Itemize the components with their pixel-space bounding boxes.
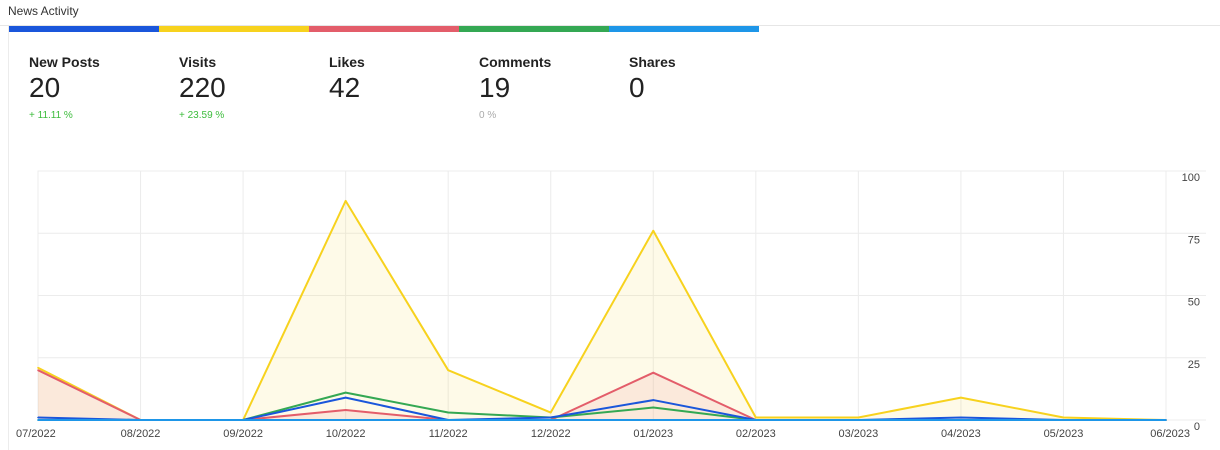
data-point-visits <box>549 411 552 414</box>
stat-label: New Posts <box>29 54 100 70</box>
data-point-comments <box>652 406 655 409</box>
data-point-new_posts <box>37 416 39 419</box>
data-point-shares <box>755 419 757 421</box>
page-title: News Activity <box>8 4 79 18</box>
stat-change: 0 % <box>479 110 497 121</box>
x-tick-label: 02/2023 <box>736 428 776 440</box>
x-tick-label: 06/2023 <box>1150 428 1190 440</box>
data-point-shares <box>242 419 244 421</box>
stat-label: Shares <box>629 54 676 70</box>
x-tick-label: 12/2022 <box>531 428 571 440</box>
data-point-new_posts <box>960 416 962 419</box>
data-point-visits <box>1062 416 1065 419</box>
data-point-likes <box>37 369 39 372</box>
x-tick-label: 09/2022 <box>223 428 263 440</box>
data-point-shares <box>857 419 860 421</box>
stat-value: 220 <box>179 72 226 103</box>
x-tick-label: 04/2023 <box>941 428 981 440</box>
stat-label: Visits <box>179 54 217 70</box>
data-point-new_posts <box>344 396 347 399</box>
data-point-shares <box>37 419 39 421</box>
stat-change: + 11.11 % <box>29 110 73 121</box>
data-point-shares <box>1165 419 1167 421</box>
data-point-visits <box>755 416 757 419</box>
data-point-new_posts <box>549 416 552 419</box>
data-point-shares <box>1062 419 1065 421</box>
x-tick-label: 08/2022 <box>121 428 161 440</box>
stat-new-posts[interactable]: New Posts 20 + 11.11 % <box>29 54 179 121</box>
y-tick-label: 50 <box>1188 297 1200 309</box>
x-tick-label: 10/2022 <box>326 428 366 440</box>
x-tick-label: 05/2023 <box>1044 428 1084 440</box>
stat-likes[interactable]: Likes 42 <box>329 54 479 110</box>
data-point-shares <box>139 419 142 421</box>
color-strip-likes <box>309 26 459 32</box>
data-point-new_posts <box>652 399 655 401</box>
data-point-likes <box>652 371 655 374</box>
x-tick-label: 07/2022 <box>16 428 56 440</box>
color-strip-visits <box>159 26 309 32</box>
data-point-visits <box>344 200 347 202</box>
data-point-comments <box>447 411 449 414</box>
data-point-shares <box>652 419 655 421</box>
y-tick-label: 0 <box>1194 421 1200 433</box>
y-tick-label: 75 <box>1188 234 1200 246</box>
stat-shares[interactable]: Shares 0 <box>629 54 779 110</box>
data-point-visits <box>37 366 39 369</box>
stat-value: 20 <box>29 72 61 103</box>
data-point-shares <box>344 419 347 421</box>
x-tick-label: 01/2023 <box>633 428 673 440</box>
data-point-visits <box>857 416 860 419</box>
stat-value: 19 <box>479 72 511 103</box>
stat-comments[interactable]: Comments 19 0 % <box>479 54 629 121</box>
color-strip-shares <box>609 26 759 32</box>
stat-value: 0 <box>629 72 645 103</box>
data-point-comments <box>344 391 347 394</box>
y-tick-label: 100 <box>1182 172 1200 184</box>
color-strip <box>9 26 759 32</box>
y-tick-label: 25 <box>1188 359 1200 371</box>
data-point-visits <box>960 396 962 399</box>
data-point-visits <box>447 369 449 372</box>
stat-label: Likes <box>329 54 365 70</box>
stat-value: 42 <box>329 72 361 103</box>
area-likes <box>38 370 1166 420</box>
x-tick-label: 03/2023 <box>838 428 878 440</box>
stat-change: + 23.59 % <box>179 110 225 121</box>
activity-panel: New Posts 20 + 11.11 % Visits 220 + 23.5… <box>8 26 1220 450</box>
data-point-shares <box>447 419 449 421</box>
data-point-likes <box>344 409 347 411</box>
data-point-shares <box>960 419 962 421</box>
stat-visits[interactable]: Visits 220 + 23.59 % <box>179 54 329 121</box>
header-bar: News Activity <box>0 0 1220 26</box>
x-tick-label: 11/2022 <box>429 428 468 440</box>
data-point-shares <box>549 419 552 421</box>
color-strip-comments <box>459 26 609 32</box>
data-point-visits <box>652 229 655 232</box>
color-strip-new-posts <box>9 26 159 32</box>
stat-label: Comments <box>479 54 552 70</box>
